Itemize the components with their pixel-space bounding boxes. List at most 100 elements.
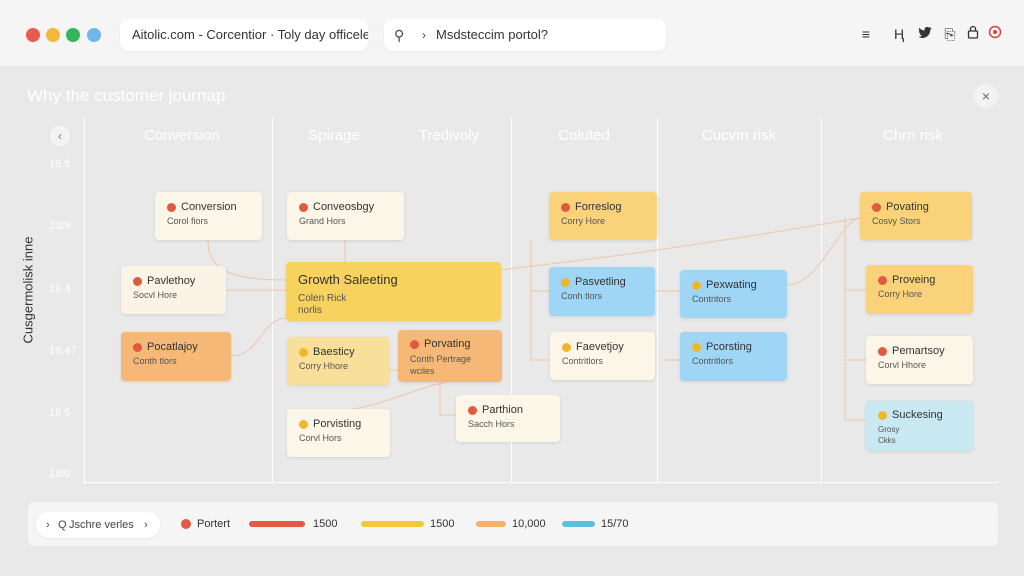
card-pasvetling-1[interactable]: Pasvetling Conh tlors <box>549 267 655 316</box>
card-povating[interactable]: Povating Cosvy Stors <box>860 192 972 240</box>
card-title: Baesticy <box>299 346 389 358</box>
card-title: Porvisting <box>299 418 390 430</box>
legend-search[interactable]: › Q Jschre verles › <box>36 512 160 538</box>
window-maximize-button[interactable] <box>66 28 80 42</box>
card-title: Proveing <box>878 274 973 286</box>
card-proveing[interactable]: Proveing Corry Hore <box>866 265 973 314</box>
search-icon: Q <box>58 519 67 531</box>
card-pcorsting[interactable]: Pcorsting Contritlors <box>680 332 787 381</box>
card-conversion[interactable]: Conversion Corol fiors <box>155 192 262 240</box>
card-title: Conveosbgy <box>299 201 404 213</box>
card-parthion[interactable]: Parthion Sacch Hors <box>456 395 560 442</box>
record-icon-glyph <box>988 25 1002 39</box>
legend-label: 10,000 <box>512 518 546 530</box>
grid-line <box>272 118 273 484</box>
card-title: Faevetjoy <box>562 341 655 353</box>
status-icon <box>878 346 887 356</box>
window-extra-button[interactable] <box>87 28 101 42</box>
card-title-text: Pemartsoy <box>892 345 945 357</box>
y-tick: 19.5 <box>49 158 71 170</box>
clipboard-icon[interactable]: ⎘ <box>944 26 956 42</box>
legend-label: 15/70 <box>601 518 629 530</box>
status-icon <box>878 275 887 285</box>
search-box[interactable]: ⚲ › Msdsteccim portol? <box>384 19 666 51</box>
card-subtitle: Corry Hhore <box>299 361 349 371</box>
y-tick: 19.4 <box>49 283 71 295</box>
card-pavlethoy[interactable]: Pavlethoy Socvl Hore <box>121 266 226 314</box>
bird-icon[interactable] <box>915 24 935 44</box>
card-subtitle: Contritors <box>692 294 732 304</box>
grid-line <box>821 118 822 484</box>
legend-label: Portert <box>197 518 231 530</box>
card-subtitle: Corvl Hhore <box>878 360 927 370</box>
back-button[interactable]: ‹ <box>50 126 70 146</box>
status-icon <box>468 405 477 415</box>
card-pocatlajoy[interactable]: Pocatlajoy Conth tlors <box>121 332 231 381</box>
close-button[interactable]: × <box>974 84 998 108</box>
card-title-text: Baesticy <box>313 346 355 358</box>
text-icon[interactable]: Ⱨ <box>893 26 905 42</box>
card-pexwating[interactable]: Pexwating Contritors <box>680 270 787 318</box>
card-title: Pasvetling <box>561 276 655 288</box>
page-title: Why the customer journap <box>27 86 226 105</box>
status-icon <box>692 342 701 352</box>
legend-swatch <box>476 521 506 527</box>
card-subtitle: Grosy Ckks <box>878 425 900 445</box>
card-subtitle: Corvl Hors <box>299 433 342 443</box>
card-title-text: Faevetjoy <box>576 341 624 353</box>
column-header-churn-risk: Chrn risk <box>882 127 944 144</box>
card-title-text: Proveing <box>892 274 936 286</box>
grid-line <box>511 118 512 484</box>
legend-dot <box>181 519 191 529</box>
card-title-text: Pcorsting <box>706 341 752 353</box>
card-title: Pavlethoy <box>133 275 226 287</box>
card-porvating[interactable]: Porvating Conth Pertrage wciles <box>398 330 502 382</box>
card-title-text: Pexwating <box>706 279 757 291</box>
card-conveosbgy[interactable]: Conveosbgy Grand Hors <box>287 192 404 240</box>
card-porvisting[interactable]: Porvisting Corvl Hors <box>287 409 390 457</box>
card-suckesing[interactable]: Suckesing Grosy Ckks <box>866 401 973 451</box>
status-icon <box>410 339 419 349</box>
column-header-conversion: Conversion <box>144 127 220 144</box>
card-subtitle: Grand Hors <box>299 216 346 226</box>
lock-icon-glyph <box>967 25 979 39</box>
status-icon <box>561 277 570 287</box>
card-title-text: Porvating <box>424 338 471 350</box>
record-icon[interactable] <box>985 24 1005 44</box>
column-header-cucvm-risk: Cucvm risk <box>701 127 777 144</box>
legend-swatch <box>249 521 305 527</box>
status-icon <box>167 202 176 212</box>
status-icon <box>561 202 570 212</box>
card-title: Pocatlajoy <box>133 341 231 353</box>
column-header-coluted: Coluted <box>558 127 610 144</box>
legend-swatch <box>361 521 424 527</box>
card-subtitle: Conth Pertrage wciles <box>410 354 472 376</box>
legend-label: 1500 <box>430 518 455 530</box>
grid-line <box>657 118 658 484</box>
card-title: Pcorsting <box>692 341 787 353</box>
card-title-text: Conveosbgy <box>313 201 375 213</box>
window-minimize-button[interactable] <box>46 28 60 42</box>
card-forreslog[interactable]: Forreslog Corry Hore <box>549 192 657 240</box>
y-tick: 19.47 <box>49 345 77 357</box>
status-icon <box>692 280 701 290</box>
card-faevetjoy[interactable]: Faevetjoy Contritlors <box>550 332 655 380</box>
card-subtitle: Contritlors <box>562 356 604 366</box>
window-close-button[interactable] <box>26 28 40 42</box>
grid-baseline <box>84 482 998 483</box>
card-subtitle: Colen Rick norlis <box>298 293 347 316</box>
card-title-text: Pocatlajoy <box>147 341 198 353</box>
card-subtitle: Conth tlors <box>133 356 177 366</box>
page-address[interactable]: Aitolic.com - Corcentior · Toly day offi… <box>120 19 368 51</box>
menu-icon[interactable]: ≡ <box>861 26 871 42</box>
card-title-text: Forreslog <box>575 201 622 213</box>
bird-icon-glyph <box>918 26 932 38</box>
card-subtitle: Socvl Hore <box>133 290 178 300</box>
card-growth[interactable]: Growth Saleeting Colen Rick norlis <box>286 262 501 321</box>
card-subtitle: Cosvy Stors <box>872 216 921 226</box>
lock-icon[interactable] <box>963 24 983 44</box>
card-pemartsoy[interactable]: Pemartsoy Corvl Hhore <box>866 336 973 384</box>
card-subtitle: Corry Hore <box>561 216 606 226</box>
card-title: Forreslog <box>561 201 657 213</box>
card-baesticy[interactable]: Baesticy Corry Hhore <box>287 337 389 385</box>
